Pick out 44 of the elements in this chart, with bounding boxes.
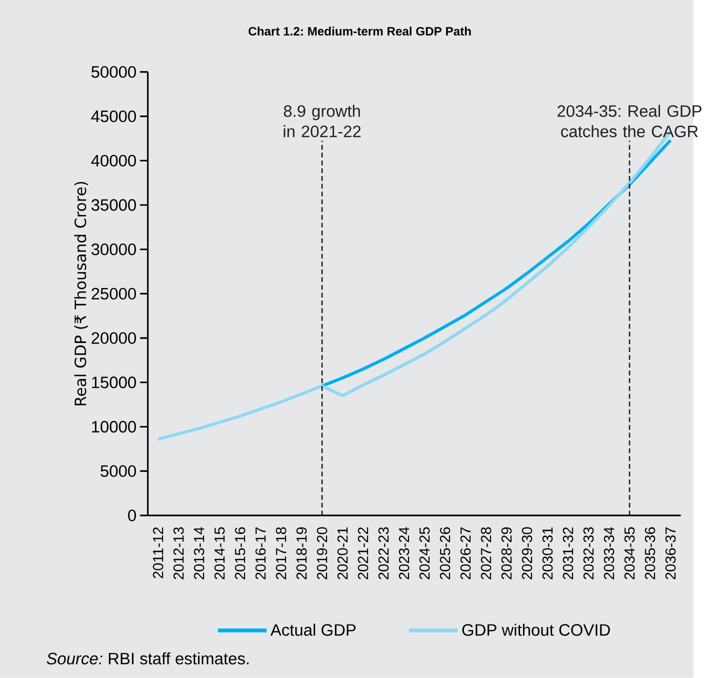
y-tick-label: 35000: [91, 199, 136, 211]
x-tick-label: 2029-30: [522, 527, 532, 580]
x-tick-label: 2035-36: [644, 527, 656, 580]
legend-label: GDP without COVID: [462, 624, 610, 636]
x-tick-label: 2014-15: [214, 527, 225, 580]
y-tick-label: 30000: [91, 244, 136, 256]
x-tick-label: 2022-23: [378, 527, 389, 580]
ref-line-label: 2034-35: Real GDP catches the CAGR: [558, 104, 702, 138]
x-tick-label: 2019-20: [316, 527, 328, 580]
x-tick-label: 2012-13: [173, 527, 184, 580]
y-tick-label: 40000: [91, 154, 136, 167]
x-tick-label: 2023-24: [398, 527, 410, 580]
x-tick-label: 2021-22: [358, 527, 368, 580]
y-tick-label: 25000: [92, 288, 136, 300]
x-tick-label: 2036-37: [665, 527, 676, 580]
y-axis-title: Real GDP (₹ Thousand Crore): [74, 182, 88, 406]
y-tick-label: 20000: [92, 332, 136, 344]
x-tick-label: 2033-34: [604, 527, 614, 580]
x-tick-label: 2020-21: [337, 527, 348, 580]
x-tick-label: 2018-19: [296, 527, 307, 580]
x-tick-label: 2034-35: [624, 527, 635, 580]
x-tick-label: 2032-33: [583, 527, 594, 580]
y-tick-label: 0: [128, 510, 136, 522]
chart-title: Chart 1.2: Medium-term Real GDP Path: [248, 26, 471, 36]
y-tick-label: 45000: [91, 110, 136, 122]
y-tick-label: 15000: [92, 376, 136, 388]
x-tick-label: 2026-27: [460, 527, 471, 580]
x-tick-label: 2031-32: [562, 527, 574, 580]
x-tick-label: 2017-18: [276, 527, 286, 580]
y-tick-label: 50000: [91, 66, 136, 78]
x-tick-label: 2011-12: [152, 527, 164, 578]
y-tick-label: 5000: [100, 465, 136, 477]
x-tick-label: 2028-29: [501, 527, 512, 580]
text: Source: RBI staff estimates.: [46, 652, 249, 665]
x-tick-label: 2024-25: [419, 527, 430, 580]
ref-line-label: 8.9 growth in 2021-22: [284, 104, 361, 138]
y-tick-label: 10000: [92, 420, 136, 433]
x-tick-label: 2030-31: [542, 527, 553, 580]
x-tick-label: 2013-14: [194, 527, 204, 580]
x-tick-label: 2025-26: [440, 527, 450, 580]
x-tick-label: 2027-28: [480, 527, 492, 580]
x-tick-label: 2016-17: [255, 527, 266, 580]
legend-label: Actual GDP: [270, 624, 356, 636]
x-tick-label: 2015-16: [234, 527, 246, 580]
